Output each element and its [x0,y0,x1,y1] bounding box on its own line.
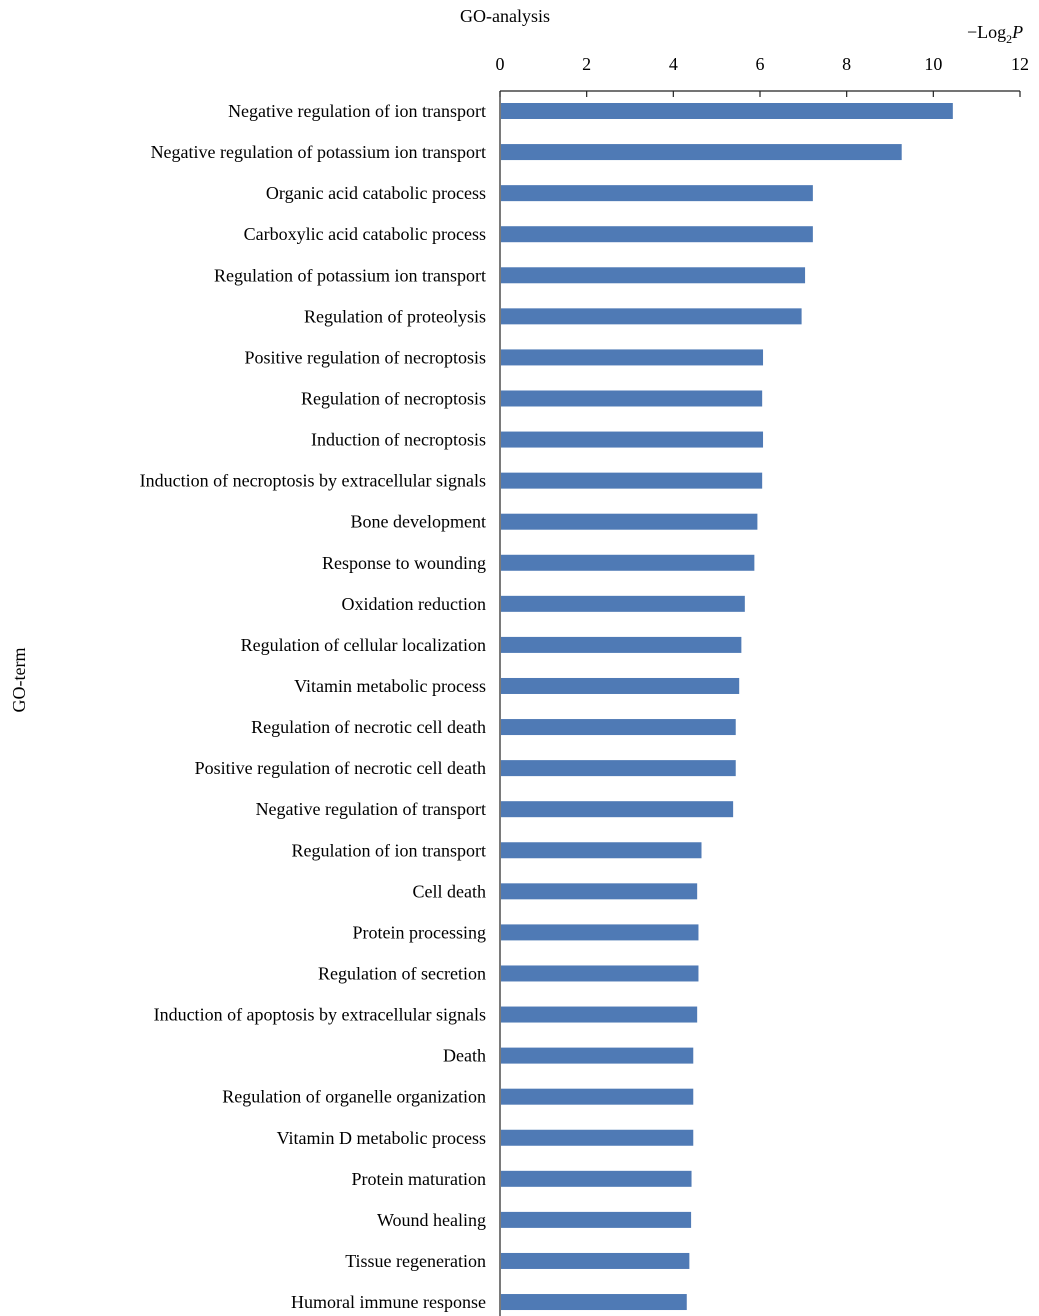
category-label-7: Positive regulation of necroptosis [245,347,486,367]
x-axis-label-prefix: −Log [967,22,1006,42]
category-label-3: Organic acid catabolic process [266,183,486,203]
category-label-6: Regulation of proteolysis [304,306,486,326]
category-label-12: Response to wounding [322,553,486,573]
bar-7 [501,349,764,366]
category-label-20: Cell death [413,881,486,901]
bar-20 [501,883,698,900]
chart-title: GO-analysis [460,6,550,26]
x-axis-label-suffix: P [1011,22,1023,42]
x-tick-label: 12 [1011,54,1029,74]
bar-26 [501,1129,694,1146]
x-axis-label-subscript: 2 [1006,32,1012,46]
x-axis-label: −Log2P [967,22,1023,46]
x-tick-label: 4 [669,54,678,74]
bar-29 [501,1252,690,1269]
bar-8 [501,390,763,407]
bar-28 [501,1211,692,1228]
bar-5 [501,267,806,284]
bar-22 [501,965,699,982]
bar-30 [501,1294,687,1311]
category-label-2: Negative regulation of potassium ion tra… [151,142,486,162]
bar-16 [501,719,736,736]
category-label-15: Vitamin metabolic process [294,676,486,696]
bar-15 [501,677,740,694]
category-label-13: Oxidation reduction [342,594,486,614]
category-label-24: Death [443,1046,486,1066]
category-label-27: Protein maturation [352,1169,486,1189]
category-label-28: Wound healing [377,1210,486,1230]
bar-1 [501,103,953,119]
category-label-30: Humoral immune response [291,1292,486,1312]
bar-27 [501,1170,692,1187]
category-label-26: Vitamin D metabolic process [277,1128,486,1148]
bar-14 [501,636,742,653]
category-label-25: Regulation of organelle organization [222,1087,486,1107]
bar-25 [501,1088,694,1105]
bar-9 [501,431,764,448]
bar-11 [501,513,758,530]
category-label-4: Carboxylic acid catabolic process [244,224,486,244]
x-tick-label: 2 [582,54,591,74]
bar-13 [501,595,745,612]
category-label-10: Induction of necroptosis by extracellula… [140,471,486,491]
bar-24 [501,1047,694,1064]
category-label-1: Negative regulation of ion transport [228,101,486,121]
category-label-22: Regulation of secretion [318,963,486,983]
bar-2 [501,144,902,161]
category-label-23: Induction of apoptosis by extracellular … [154,1005,486,1025]
category-label-18: Negative regulation of transport [256,799,486,819]
bar-3 [501,185,813,202]
bar-10 [501,472,763,489]
bar-6 [501,308,802,325]
category-label-19: Regulation of ion transport [292,840,486,860]
category-label-9: Induction of necroptosis [311,430,486,450]
category-label-29: Tissue regeneration [345,1251,486,1271]
x-tick-label: 6 [756,54,765,74]
y-axis-label: GO-term [9,648,29,713]
x-tick-label: 10 [924,54,942,74]
bar-17 [501,760,736,777]
category-label-21: Protein processing [353,922,486,942]
bar-19 [501,842,702,859]
category-label-5: Regulation of potassium ion transport [214,265,486,285]
category-label-14: Regulation of cellular localization [241,635,486,655]
category-label-16: Regulation of necrotic cell death [251,717,486,737]
bar-12 [501,554,755,571]
x-tick-label: 0 [496,54,505,74]
x-tick-label: 8 [842,54,851,74]
bar-21 [501,924,699,941]
bar-4 [501,226,813,243]
category-label-11: Bone development [351,512,486,532]
bar-18 [501,801,734,818]
category-label-17: Positive regulation of necrotic cell dea… [195,758,486,778]
category-label-8: Regulation of necroptosis [301,388,486,408]
bar-23 [501,1006,698,1023]
